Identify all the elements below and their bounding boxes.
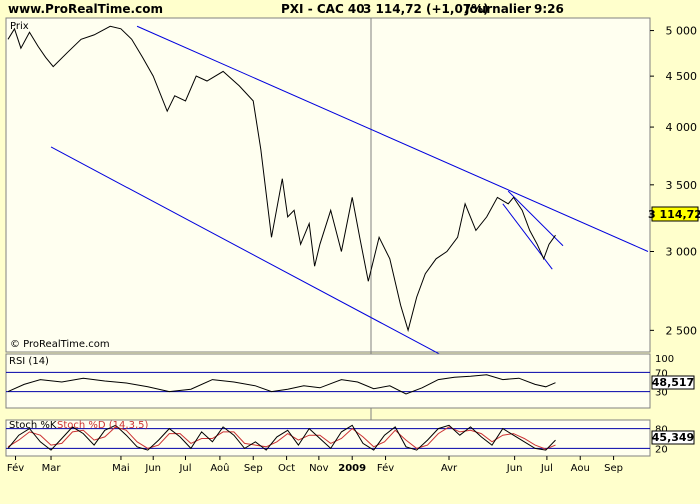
x-tick-label: Sep — [604, 463, 623, 474]
rsi-value-label: 48,517 — [652, 376, 694, 389]
stoch-tick-label: 20 — [655, 444, 668, 455]
x-tick-label: Jul — [540, 463, 553, 474]
time-label: 9:26 — [534, 2, 564, 16]
rsi-title: RSI (14) — [9, 356, 49, 367]
x-tick-label: Nov — [309, 463, 329, 474]
trend-line — [136, 25, 649, 252]
price-series-line — [7, 25, 556, 333]
price-legend: Prix — [10, 21, 29, 32]
price-panel — [5, 17, 651, 353]
x-tick-label: Mar — [42, 463, 62, 474]
stoch-value-box — [651, 430, 695, 445]
x-tick-label: Mai — [112, 463, 130, 474]
x-tick-label: Jun — [144, 463, 161, 474]
last-price-label: 3 114,72 — [648, 208, 700, 221]
stoch-value-label: 45,349 — [652, 431, 694, 444]
x-tick-label: 2009 — [338, 463, 366, 474]
x-tick-label: Fév — [377, 462, 394, 474]
rsi-tick-label: 70 — [655, 368, 668, 379]
price-tick-label: 3 000 — [666, 245, 698, 258]
price-tick-label: 4 000 — [666, 121, 698, 134]
x-tick-label: Jun — [506, 463, 523, 474]
rsi-tick-label: 100 — [655, 354, 674, 365]
rsi-series-line — [7, 374, 556, 395]
x-tick-label: Sep — [244, 463, 263, 474]
price-tick-label: 2 500 — [666, 324, 698, 337]
rsi-panel — [5, 353, 651, 409]
stoch-k-series-line — [7, 424, 556, 451]
price-tick-label: 3 500 — [666, 179, 698, 192]
trend-line — [50, 146, 453, 362]
rsi-tick-label: 30 — [655, 388, 668, 399]
site-name[interactable]: www.ProRealTime.com — [8, 2, 163, 16]
stoch-k-title: Stoch %K — [9, 420, 57, 431]
instrument-name: PXI - CAC 40 — [281, 2, 365, 16]
last-price-box — [651, 206, 699, 222]
stoch-d-title: Stoch %D (14,3,5) — [57, 420, 148, 431]
x-tick-label: Aoû — [210, 462, 229, 474]
quote-value: 3 114,72 (+1,07%) — [363, 2, 489, 16]
x-tick-label: Aou — [571, 463, 590, 474]
rsi-value-box — [651, 375, 695, 390]
x-tick-label: Jul — [178, 463, 191, 474]
period-label: Journalier — [464, 2, 531, 16]
price-tick-label: 4 500 — [666, 70, 698, 83]
price-tick-label: 5 000 — [666, 25, 698, 38]
x-tick-label: Fév — [7, 462, 24, 474]
stoch-tick-label: 80 — [655, 425, 668, 436]
x-tick-label: Oct — [278, 463, 295, 474]
x-tick-label: Avr — [441, 463, 458, 474]
watermark: © ProRealTime.com — [10, 339, 110, 350]
